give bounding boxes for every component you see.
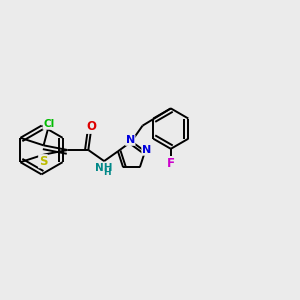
Text: O: O — [86, 120, 96, 133]
Text: S: S — [39, 155, 47, 168]
Text: NH: NH — [95, 163, 113, 172]
Text: H: H — [103, 168, 111, 177]
Text: F: F — [167, 157, 175, 169]
Text: N: N — [142, 145, 151, 155]
Text: N: N — [126, 135, 135, 145]
Text: Cl: Cl — [43, 119, 54, 129]
